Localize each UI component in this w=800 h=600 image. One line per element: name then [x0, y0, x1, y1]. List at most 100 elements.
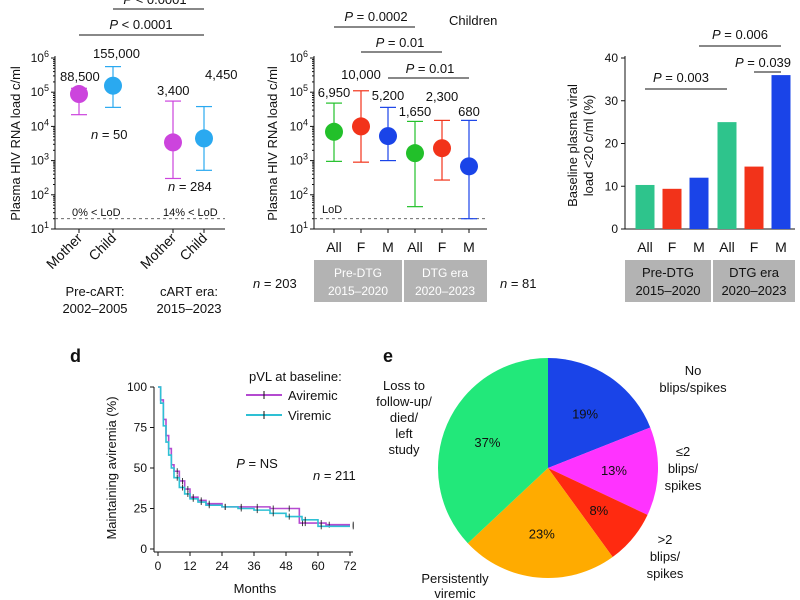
median-point: [325, 122, 343, 141]
median-label: 10,000: [341, 67, 381, 82]
y-tick-label: 30: [605, 94, 619, 108]
x-tick-label: All: [637, 239, 653, 255]
median-label: 1,650: [399, 104, 432, 119]
group-label: DTG era: [729, 265, 780, 280]
x-tick-label: M: [775, 239, 787, 255]
median-label: 88,500: [60, 69, 100, 84]
group-label: 2015–2023: [156, 301, 221, 316]
pie-slice: [438, 358, 548, 544]
x-tick-label: Child: [85, 230, 119, 264]
y-tick-label: 103: [31, 152, 49, 168]
y-tick-label: 103: [290, 152, 308, 168]
y-axis-label: load <20 c/ml (%): [581, 95, 596, 197]
x-tick-label: F: [438, 239, 447, 255]
slice-label: Persistently: [421, 571, 489, 586]
p-value-label: P = NS: [236, 456, 278, 471]
x-tick-label: All: [326, 239, 342, 255]
slice-label: blips/: [650, 549, 681, 564]
pie-slice: [548, 358, 651, 468]
y-tick-label: 105: [290, 83, 308, 99]
legend-title: pVL at baseline:: [249, 369, 342, 384]
p-value-label: P = 0.01: [376, 35, 425, 50]
p-value-label: P < 0.0001: [109, 17, 172, 32]
n-label: n = 50: [91, 127, 128, 142]
legend-label: Viremic: [288, 408, 332, 423]
x-tick-label: 36: [247, 559, 261, 573]
bar: [717, 122, 737, 229]
median-point: [379, 127, 397, 146]
group-label: 2002–2005: [62, 301, 127, 316]
legend-label: Aviremic: [288, 388, 338, 403]
group-label: cART era:: [160, 284, 218, 299]
pie-slice: [467, 468, 613, 578]
y-tick-label: 101: [290, 220, 308, 236]
y-tick-label: 20: [605, 137, 619, 151]
median-point: [460, 157, 478, 176]
lod-percent-label: 0% < LoD: [72, 207, 121, 219]
y-tick-label: 104: [31, 117, 49, 133]
slice-label: viremic: [434, 586, 476, 600]
p-value-label: P = 0.039: [735, 55, 791, 70]
bar: [662, 188, 682, 229]
x-tick-label: All: [407, 239, 423, 255]
y-tick-label: 10: [605, 179, 619, 193]
x-tick-label: M: [693, 239, 705, 255]
x-tick-label: Mother: [43, 230, 85, 272]
slice-label: follow-up/: [376, 394, 432, 409]
group-label: Pre-DTG: [642, 265, 694, 280]
group-label: 2020–2023: [721, 283, 786, 298]
y-tick-label: 75: [134, 421, 148, 435]
median-point: [70, 85, 88, 104]
median-point: [104, 76, 122, 95]
slice-percent-label: 8%: [589, 503, 608, 518]
p-value-label: P = 0.006: [712, 27, 768, 42]
chart-title: Children: [449, 13, 497, 28]
median-point: [352, 117, 370, 136]
slice-percent-label: 13%: [601, 463, 627, 478]
lod-percent-label: 14% < LoD: [163, 207, 218, 219]
survival-curve-viremic: [158, 386, 350, 528]
n-label: n = 203: [253, 276, 297, 291]
x-tick-label: Child: [176, 230, 210, 264]
group-label: 2015–2020: [328, 284, 388, 298]
panel-d: d 0 25 50 75 100 0 12 24 36 48 60 72 Months Maintainin…: [70, 346, 357, 596]
x-tick-label: F: [750, 239, 759, 255]
p-value-label: P = 0.01: [406, 61, 455, 76]
y-axis-label: Maintaining aviremia (%): [104, 396, 119, 539]
n-label: n = 81: [500, 276, 537, 291]
group-label: DTG era: [422, 266, 468, 280]
y-tick-label: 106: [290, 49, 308, 65]
y-tick-label: 102: [290, 186, 308, 202]
y-tick-label: 104: [290, 117, 308, 133]
p-value-label: P = 0.0002: [344, 9, 407, 24]
median-label: 5,200: [372, 88, 405, 103]
x-tick-label: All: [719, 239, 735, 255]
y-tick-label: 25: [134, 502, 148, 516]
median-point: [195, 129, 213, 148]
slice-label: blips/spikes: [659, 380, 727, 395]
y-tick-label: 105: [31, 83, 49, 99]
y-tick-label: 50: [134, 461, 148, 475]
lod-label: LoD: [322, 204, 342, 216]
bar: [771, 75, 791, 229]
slice-label: Loss to: [383, 378, 425, 393]
slice-label: ≤2: [676, 444, 690, 459]
y-axis-label: Plasma HIV RNA load c/ml: [265, 66, 280, 221]
x-tick-label: 48: [279, 559, 293, 573]
group-label: 2020–2023: [415, 284, 475, 298]
n-label: n = 284: [168, 179, 212, 194]
bar: [689, 177, 709, 229]
p-value-label: P < 0.0001: [123, 0, 186, 7]
panel-label: d: [70, 346, 81, 366]
median-point: [164, 133, 182, 152]
median-point: [433, 139, 451, 158]
y-tick-label: 106: [31, 49, 49, 65]
x-tick-label: Mother: [137, 230, 179, 272]
y-tick-label: 102: [31, 186, 49, 202]
slice-percent-label: 23%: [529, 527, 555, 542]
panel-e: e 19% 13% 8% 23% 37% No blips/spikes ≤2 blips/spi…: [376, 346, 727, 600]
median-label: 680: [458, 104, 480, 119]
group-band: [404, 260, 487, 302]
panel-c: 0 10 20 30 40 Baseline plasma viral load <20 c…: [565, 45, 795, 302]
